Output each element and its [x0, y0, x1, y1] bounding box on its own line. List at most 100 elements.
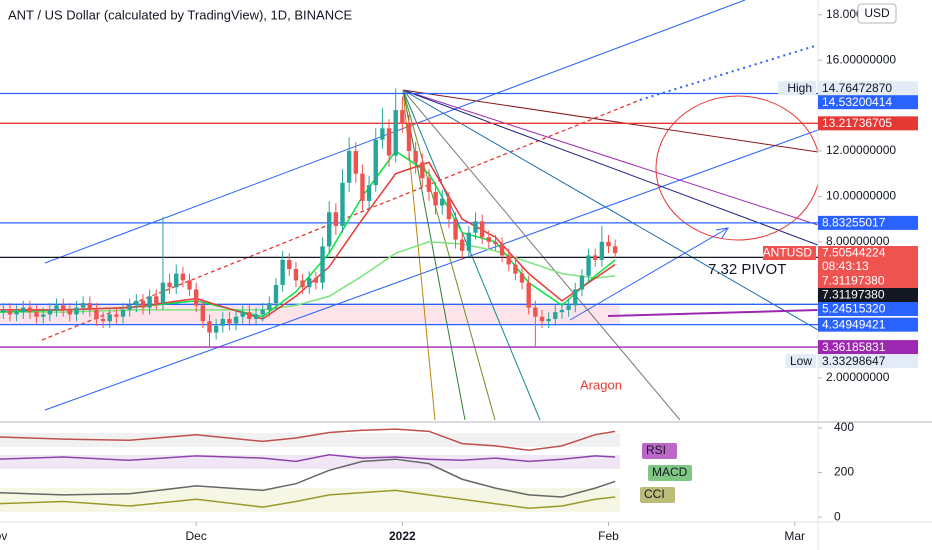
shade	[0, 305, 620, 325]
candle-body	[220, 318, 225, 326]
candle-body	[174, 273, 179, 288]
candle-body	[247, 312, 252, 319]
candle-body	[566, 305, 571, 310]
candle-body	[313, 278, 319, 283]
currency-button[interactable]	[857, 3, 897, 24]
candle-body	[114, 314, 119, 317]
candle-body	[167, 282, 172, 288]
candle-body	[606, 241, 611, 247]
indicator-badge	[642, 443, 677, 459]
candle-body	[400, 110, 405, 124]
candle-body	[107, 314, 112, 322]
candle-body	[473, 221, 478, 233]
candle-body	[466, 232, 472, 251]
candle-body	[21, 307, 26, 313]
price-label: 13.21736705	[822, 116, 892, 130]
price-label: 3.33298647	[822, 354, 886, 368]
candle-body	[533, 307, 538, 317]
candle-body	[553, 312, 558, 319]
candle-body	[373, 139, 378, 186]
x-tick-label: Feb	[598, 529, 619, 543]
candle-body	[420, 162, 425, 179]
candle-body	[147, 296, 152, 308]
candle-body	[134, 300, 139, 306]
candle-body	[486, 237, 492, 242]
price-label-box	[818, 81, 918, 96]
candle-body	[526, 282, 531, 308]
y-tick-label: 8.00000000	[826, 234, 890, 248]
candle-body	[80, 303, 86, 308]
candle-body	[453, 219, 458, 240]
candle-body	[559, 309, 565, 313]
candle-body	[300, 280, 305, 288]
annotation: 7.32 PIVOT	[708, 261, 786, 278]
candle-body	[519, 273, 525, 283]
candle-body	[539, 316, 545, 322]
tag: ANTUSD	[763, 246, 813, 260]
price-label-box	[818, 274, 918, 289]
indicator-line	[0, 453, 616, 463]
y-tick-label: 12.00000000	[826, 143, 896, 157]
candle-body	[180, 273, 186, 281]
candle-body	[366, 185, 372, 201]
candle-body	[406, 123, 412, 151]
candle-body	[267, 303, 272, 310]
candle-body	[1, 309, 6, 313]
y-tick-label: 2.00000000	[826, 370, 890, 384]
indicator-line	[0, 428, 616, 452]
price-label: 14.76472870	[822, 81, 892, 95]
candle-body	[193, 289, 199, 306]
candle-body	[200, 305, 206, 322]
currency: USD	[864, 6, 890, 20]
annotation: Aragon	[580, 377, 622, 392]
tag-box	[785, 354, 816, 369]
price-label-box	[818, 317, 918, 332]
circle	[655, 95, 818, 241]
indicator-line	[0, 489, 616, 509]
candle-body	[593, 255, 598, 260]
candle-body	[446, 198, 452, 220]
fan-line	[402, 89, 681, 420]
fan-line	[402, 89, 818, 226]
candle-body	[386, 128, 392, 156]
candle-body	[127, 305, 132, 310]
candle-body	[353, 150, 358, 174]
trend-line	[639, 44, 818, 101]
candle-body	[253, 314, 259, 319]
indicator-line	[0, 458, 616, 498]
candle-body	[346, 150, 352, 183]
price-label-box	[818, 246, 918, 275]
indicator-name: RSI	[646, 443, 666, 457]
candle-body	[14, 312, 19, 315]
trend-line	[607, 309, 818, 317]
candle-body	[41, 314, 46, 317]
candle-body	[87, 303, 92, 310]
candle-body	[240, 312, 245, 317]
price-label: 5.24515320	[822, 302, 886, 316]
candle-body	[506, 255, 511, 265]
price-label: 8.83255017	[822, 216, 886, 230]
countdown: 08:43:13	[822, 259, 869, 273]
y2-tick-label: 200	[834, 465, 854, 479]
x-tick-label: Dec	[186, 529, 207, 543]
moving-average	[0, 241, 616, 313]
candle-body	[393, 110, 398, 156]
price-label: 7.31197380	[822, 274, 885, 288]
candle-body	[333, 212, 339, 226]
price-label: 7.50544224	[822, 246, 886, 260]
candle-body	[307, 278, 312, 288]
price-pane	[0, 88, 818, 348]
candle-body	[27, 307, 33, 313]
candle-body	[280, 259, 285, 285]
price-label: 3.36185831	[822, 340, 886, 354]
indicator-name: MACD	[652, 465, 688, 479]
candle-body	[440, 198, 445, 206]
y-tick-label: 16.00000000	[826, 52, 896, 66]
candle-body	[360, 173, 365, 201]
tag-box	[763, 246, 816, 261]
fan-line	[402, 89, 818, 246]
indicator-badge	[640, 487, 675, 503]
x-tick-label: Mar	[784, 529, 805, 543]
candle-body	[60, 305, 66, 310]
y-tick-label: 10.00000000	[826, 189, 896, 203]
